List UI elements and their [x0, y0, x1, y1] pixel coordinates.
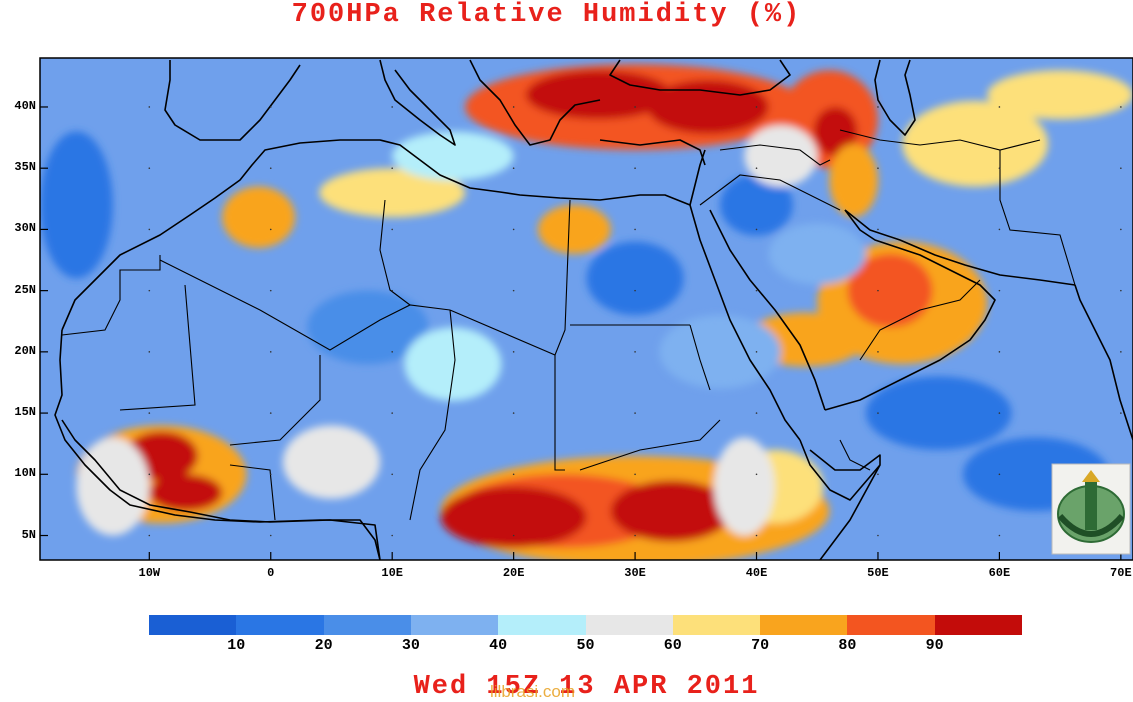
humidity-patch	[222, 186, 296, 248]
humidity-patch	[813, 106, 858, 156]
colorbar-swatch	[585, 615, 674, 635]
lat-label: 35N	[14, 160, 36, 175]
colorbar-label: 50	[576, 637, 595, 654]
lat-label: 10N	[14, 466, 36, 481]
humidity-patch	[319, 168, 466, 218]
lon-label: 10W	[138, 566, 161, 580]
colorbar-swatch	[760, 615, 848, 635]
lon-label: 40E	[745, 566, 768, 580]
humidity-patch	[282, 425, 381, 499]
humidity-patch	[714, 437, 775, 536]
humidity-patch	[744, 125, 818, 187]
colorbar-swatch	[934, 615, 1023, 635]
humidity-field	[40, 64, 1133, 560]
map-title: 700HPa Relative Humidity (%)	[291, 0, 802, 30]
lon-label: 30E	[624, 566, 646, 580]
axis-ticks	[40, 106, 1122, 560]
colorbar-label: 70	[751, 637, 770, 654]
lon-label: 70E	[1110, 566, 1132, 580]
lon-label: 60E	[988, 566, 1011, 580]
humidity-patch	[392, 131, 514, 181]
colorbar-label: 40	[489, 637, 508, 654]
coastlines	[54, 59, 1133, 560]
lat-label: 15N	[14, 405, 36, 420]
humidity-patch	[537, 204, 611, 254]
colorbar-swatch	[498, 615, 586, 635]
map-frame	[39, 57, 1133, 561]
lon-label: 0	[267, 566, 275, 580]
colorbar-swatch	[323, 615, 412, 635]
country-borders	[61, 129, 1076, 521]
lat-label: 5N	[21, 527, 36, 542]
humidity-patch	[659, 315, 781, 389]
lon-label: 20E	[502, 566, 525, 580]
colorbar-label: 20	[314, 637, 333, 654]
humidity-patch	[404, 327, 502, 401]
humidity-patch	[647, 80, 769, 134]
humidity-patch	[987, 70, 1133, 120]
university-logo	[1051, 463, 1131, 555]
grid-dots	[148, 106, 1122, 537]
valid-time: Wed 15Z 13 APR 2011	[413, 672, 760, 702]
colorbar-swatch	[410, 615, 499, 635]
watermark: lilbrasi.com	[490, 682, 576, 701]
lat-label: 40N	[14, 98, 36, 113]
colorbar-swatch	[672, 615, 761, 635]
lon-label: 10E	[381, 566, 403, 580]
humidity-patch	[586, 241, 684, 316]
humidity-patch	[76, 437, 150, 536]
colorbar-swatch	[236, 615, 325, 635]
humidity-patch	[768, 223, 866, 285]
humidity-patch	[847, 253, 933, 328]
colorbar-label: 10	[227, 637, 246, 654]
lat-label: 25N	[14, 282, 36, 297]
humidity-patch	[440, 486, 587, 548]
colorbar-label: 80	[838, 637, 857, 654]
humidity-patch	[865, 376, 1012, 450]
colorbar-label: 30	[401, 637, 420, 654]
humidity-patch	[720, 174, 793, 236]
humidity-patch	[40, 131, 113, 279]
humidity-patch	[829, 143, 878, 218]
humidity-patch	[610, 480, 733, 542]
lat-label: 20N	[14, 343, 36, 358]
colorbar-label: 90	[925, 637, 944, 654]
colorbar-swatch	[847, 615, 936, 635]
lon-label: 50E	[867, 566, 889, 580]
colorbar-label: 60	[663, 637, 682, 654]
colorbar-swatch	[149, 615, 237, 635]
lat-label: 30N	[14, 221, 36, 236]
humidity-patch	[149, 474, 223, 512]
